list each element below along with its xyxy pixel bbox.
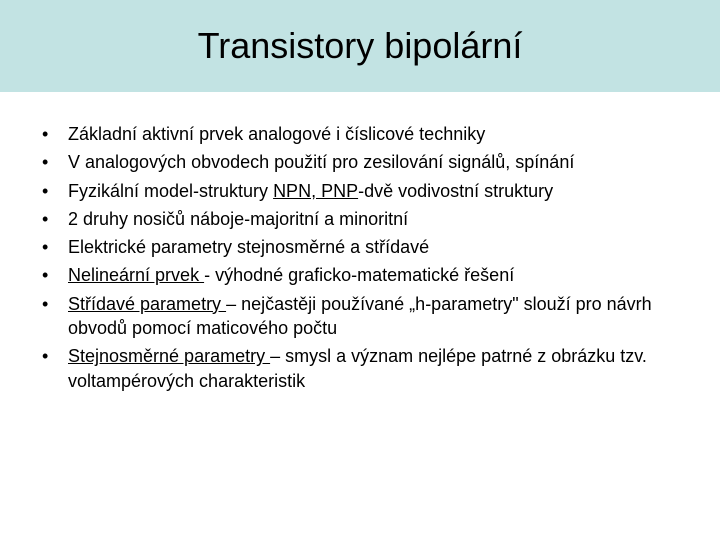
- bullet-item: •Elektrické parametry stejnosměrné a stř…: [38, 235, 678, 259]
- bullet-dot-icon: •: [38, 263, 68, 287]
- bullet-dot-icon: •: [38, 179, 68, 203]
- bullet-dot-icon: •: [38, 344, 68, 368]
- bullet-list: •Základní aktivní prvek analogové i čísl…: [38, 122, 678, 397]
- bullet-item: •Základní aktivní prvek analogové i čísl…: [38, 122, 678, 146]
- bullet-dot-icon: •: [38, 122, 68, 146]
- title-banner: Transistory bipolární: [0, 0, 720, 92]
- slide-title: Transistory bipolární: [198, 25, 523, 67]
- bullet-text: Stejnosměrné parametry – smysl a význam …: [68, 344, 678, 393]
- bullet-dot-icon: •: [38, 150, 68, 174]
- bullet-item: •Fyzikální model-struktury NPN, PNP-dvě …: [38, 179, 678, 203]
- bullet-text: Nelineární prvek - výhodné graficko-mate…: [68, 263, 678, 287]
- bullet-item: •Stejnosměrné parametry – smysl a význam…: [38, 344, 678, 393]
- bullet-text: 2 druhy nosičů náboje-majoritní a minori…: [68, 207, 678, 231]
- bullet-item: •V analogových obvodech použití pro zesi…: [38, 150, 678, 174]
- bullet-text: Fyzikální model-struktury NPN, PNP-dvě v…: [68, 179, 678, 203]
- bullet-item: •Nelineární prvek - výhodné graficko-mat…: [38, 263, 678, 287]
- bullet-dot-icon: •: [38, 292, 68, 316]
- bullet-text: Základní aktivní prvek analogové i čísli…: [68, 122, 678, 146]
- bullet-item: •2 druhy nosičů náboje-majoritní a minor…: [38, 207, 678, 231]
- bullet-dot-icon: •: [38, 207, 68, 231]
- bullet-text: Elektrické parametry stejnosměrné a stří…: [68, 235, 678, 259]
- bullet-text: Střídavé parametry – nejčastěji používan…: [68, 292, 678, 341]
- bullet-item: •Střídavé parametry – nejčastěji používa…: [38, 292, 678, 341]
- bullet-text: V analogových obvodech použití pro zesil…: [68, 150, 678, 174]
- bullet-dot-icon: •: [38, 235, 68, 259]
